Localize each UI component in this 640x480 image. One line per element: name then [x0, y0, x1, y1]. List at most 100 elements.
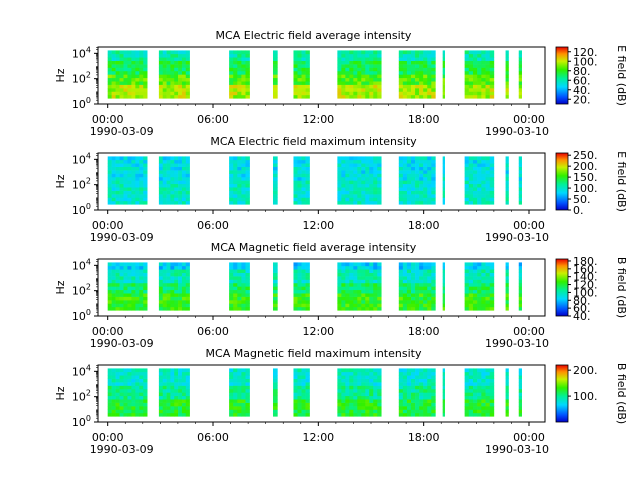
heatmap-cell — [293, 194, 298, 198]
heatmap-cell — [398, 190, 404, 195]
colorbar-tick-label: 100. — [573, 182, 598, 195]
heatmap-cell — [115, 156, 120, 161]
heatmap-cell — [357, 289, 362, 294]
heatmap-cell — [341, 81, 346, 85]
heatmap-cell — [229, 170, 234, 174]
heatmap-cell — [115, 84, 120, 89]
heatmap-cell — [365, 166, 370, 171]
heatmap-cell — [361, 197, 366, 202]
heatmap-cell — [241, 84, 246, 89]
heatmap-cell — [123, 166, 128, 171]
heatmap-cell — [377, 371, 382, 376]
heatmap-cell — [369, 67, 374, 72]
heatmap-cell — [337, 262, 342, 267]
heatmap-cell — [377, 388, 382, 393]
heatmap-cell — [505, 293, 509, 297]
heatmap-cell — [305, 262, 310, 267]
heatmap-cell — [139, 279, 144, 284]
heatmap-cell — [464, 70, 470, 75]
heatmap-cell — [423, 200, 428, 205]
heatmap-cell — [123, 57, 128, 61]
heatmap-cell — [518, 183, 522, 188]
heatmap-cell — [241, 197, 246, 202]
heatmap-cell — [185, 57, 190, 61]
heatmap-cell — [178, 200, 183, 205]
heatmap-cell — [245, 170, 250, 174]
heatmap-cell — [369, 399, 374, 403]
heatmap-cell — [174, 163, 179, 167]
heatmap-cell — [166, 282, 171, 287]
heatmap-cell — [398, 276, 404, 280]
heatmap-cell — [181, 187, 187, 191]
heatmap-cell — [353, 382, 358, 386]
heatmap-cell — [489, 276, 495, 280]
heatmap-cell — [166, 272, 171, 277]
heatmap-cell — [111, 170, 116, 174]
heatmap-cell — [107, 159, 112, 164]
heatmap-cell — [123, 70, 128, 75]
heatmap-cell — [185, 276, 190, 280]
y-tick-label: 102 — [72, 71, 91, 86]
heatmap-cell — [170, 180, 175, 185]
heatmap-cell — [233, 269, 238, 273]
heatmap-cell — [361, 375, 366, 379]
heatmap-cell — [361, 395, 366, 400]
heatmap-cell — [427, 382, 432, 386]
heatmap-cell — [485, 306, 490, 311]
heatmap-cell — [301, 70, 306, 75]
heatmap-cell — [162, 395, 167, 400]
heatmap-cell — [174, 173, 179, 178]
heatmap-cell — [345, 375, 350, 379]
heatmap-cell — [241, 81, 246, 85]
heatmap-cell — [135, 64, 140, 68]
heatmap-cell — [115, 395, 120, 400]
heatmap-cell — [241, 279, 246, 284]
heatmap-cell — [468, 409, 474, 414]
heatmap-cell — [345, 286, 350, 291]
heatmap-cell — [489, 166, 495, 171]
heatmap-cell — [485, 286, 490, 291]
heatmap-cell — [415, 67, 420, 72]
heatmap-cell — [485, 159, 490, 164]
heatmap-cell — [345, 371, 350, 376]
heatmap-cell — [107, 382, 112, 386]
heatmap-cell — [377, 57, 382, 61]
heatmap-cell — [402, 406, 408, 410]
heatmap-cell — [241, 388, 246, 393]
heatmap-cell — [477, 159, 482, 164]
heatmap-cell — [369, 166, 374, 171]
heatmap-cell — [185, 282, 190, 287]
heatmap-cell — [272, 197, 278, 202]
heatmap-cell — [477, 180, 482, 185]
heatmap-cell — [272, 300, 278, 304]
heatmap-cell — [406, 84, 412, 89]
heatmap-cell — [518, 173, 522, 178]
heatmap-cell — [297, 159, 302, 164]
heatmap-cell — [477, 402, 482, 407]
heatmap-cell — [398, 197, 404, 202]
heatmap-cell — [373, 183, 378, 188]
heatmap-cell — [345, 296, 350, 301]
heatmap-cell — [305, 412, 310, 417]
heatmap-cell — [481, 402, 486, 407]
heatmap-cell — [361, 276, 366, 280]
heatmap-cell — [398, 173, 404, 178]
heatmap-cell — [423, 402, 428, 407]
heatmap-cell — [107, 371, 112, 376]
heatmap-cell — [233, 272, 238, 277]
heatmap-cell — [431, 53, 436, 58]
heatmap-cell — [341, 262, 346, 267]
heatmap-cell — [115, 269, 120, 273]
heatmap-cell — [341, 173, 346, 178]
heatmap-cell — [158, 392, 164, 397]
heatmap-cell — [185, 300, 190, 304]
heatmap-cell — [305, 91, 310, 96]
heatmap-cell — [365, 173, 370, 178]
heatmap-cell — [131, 399, 136, 403]
heatmap-cell — [505, 385, 509, 390]
heatmap-cell — [427, 371, 432, 376]
heatmap-cell — [423, 399, 428, 403]
heatmap-cell — [237, 81, 242, 85]
heatmap-cell — [419, 57, 424, 61]
